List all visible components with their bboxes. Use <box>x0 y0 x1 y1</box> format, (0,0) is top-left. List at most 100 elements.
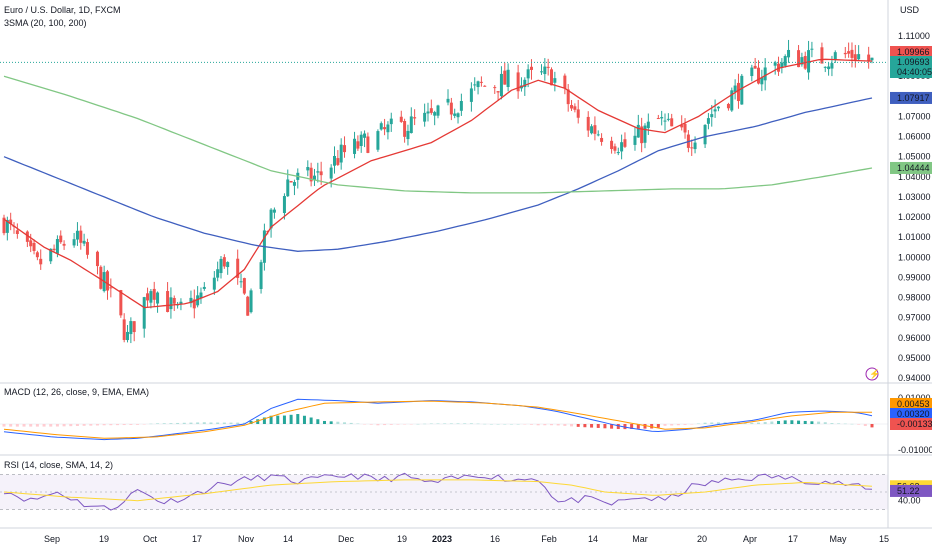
candle-body <box>476 81 480 88</box>
candle-body <box>239 281 243 283</box>
candle-body <box>72 239 76 246</box>
macd-histogram-bar <box>690 424 694 425</box>
candle-body <box>292 182 296 186</box>
candle-body <box>339 144 343 163</box>
candle-body <box>810 48 814 50</box>
candle-body <box>563 75 567 89</box>
candle-body <box>429 108 433 113</box>
price-tick-label: 1.02000 <box>898 212 931 222</box>
candle-body <box>249 290 253 313</box>
macd-histogram-bar <box>35 424 39 427</box>
time-tick-label: Feb <box>541 534 557 544</box>
candle-body <box>122 319 126 340</box>
candle-body <box>783 56 787 66</box>
candle-body <box>306 167 310 171</box>
candle-body <box>693 142 697 150</box>
rsi-pane[interactable] <box>0 472 888 511</box>
sma-legend: 3SMA (20, 100, 200) <box>4 18 87 28</box>
candle-body <box>847 51 851 54</box>
candle-body <box>172 297 176 304</box>
candle-body <box>656 118 660 120</box>
price-tick-label: 1.00000 <box>898 252 931 262</box>
macd-histogram-bar <box>156 423 160 424</box>
price-tick-label: 0.94000 <box>898 373 931 383</box>
candle-body <box>613 146 617 151</box>
macd-histogram-bar <box>556 424 560 426</box>
candle-body <box>55 239 59 254</box>
time-tick-label: Dec <box>338 534 355 544</box>
macd-histogram-bar <box>423 423 427 425</box>
candle-body <box>189 297 193 304</box>
candle-body <box>600 137 604 142</box>
candle-body <box>379 123 383 130</box>
candle-body <box>479 81 483 83</box>
candle-body <box>623 139 627 147</box>
candle-body <box>633 135 637 145</box>
candle-body <box>666 118 670 120</box>
candle-body <box>376 131 380 150</box>
candle-body <box>216 269 220 278</box>
candle-body <box>640 126 644 144</box>
candle-body <box>499 73 503 97</box>
candle-body <box>853 54 857 61</box>
rsi-line <box>3 472 873 511</box>
candle-body <box>506 69 510 87</box>
candle-body <box>196 295 200 306</box>
macd-histogram-bar <box>2 424 6 427</box>
time-tick-label: Sep <box>44 534 60 544</box>
candle-body <box>716 106 720 109</box>
candle-body <box>663 120 667 122</box>
candle-body <box>620 142 624 152</box>
candle-body <box>800 57 804 65</box>
macd-tick-label: -0.01000 <box>898 445 932 455</box>
price-pane[interactable] <box>0 39 888 344</box>
macd-pane[interactable] <box>0 398 888 441</box>
candle-body <box>156 292 160 304</box>
candle-body <box>353 138 357 154</box>
candle-body <box>333 155 337 166</box>
macd-histogram-bar <box>810 421 814 424</box>
macd-histogram-bar <box>857 424 861 425</box>
macd-histogram-bar <box>29 424 33 427</box>
candle-body <box>543 66 547 75</box>
time-tick-label: 19 <box>99 534 109 544</box>
candle-body <box>29 240 33 247</box>
candle-body <box>105 271 109 291</box>
candle-body <box>329 167 333 179</box>
macd-histogram-bar <box>383 424 387 426</box>
macd-hist-badge: -0.00133 <box>897 419 932 429</box>
candle-body <box>590 126 594 134</box>
candle-body <box>736 82 740 102</box>
macd-histogram-bar <box>55 424 59 427</box>
candle-body <box>126 331 130 341</box>
macd-histogram-bar <box>209 422 213 424</box>
macd-histogram-bar <box>509 424 513 425</box>
macd-histogram-bar <box>42 424 46 427</box>
macd-histogram-bar <box>496 424 500 425</box>
candle-body <box>166 291 170 312</box>
macd-histogram-bar <box>529 424 533 425</box>
macd-histogram-bar <box>162 423 166 424</box>
macd-histogram-bar <box>136 424 140 425</box>
macd-histogram-bar <box>563 424 567 426</box>
candle-body <box>456 113 460 118</box>
time-tick-label: Nov <box>238 534 255 544</box>
macd-histogram-bar <box>610 424 614 429</box>
candle-body <box>433 112 437 116</box>
time-tick-label: Mar <box>632 534 648 544</box>
macd-histogram-bar <box>850 423 854 425</box>
candle-body <box>516 72 520 92</box>
candle-body <box>142 297 146 329</box>
candle-body <box>730 90 734 111</box>
macd-histogram-bar <box>409 424 413 425</box>
candle-body <box>282 196 286 214</box>
macd-histogram-bar <box>543 424 547 426</box>
candle-body <box>129 321 133 335</box>
macd-histogram-bar <box>770 421 774 424</box>
candle-body <box>5 219 9 233</box>
macd-histogram-bar <box>343 422 347 424</box>
candle-body <box>319 171 323 176</box>
candle-body <box>503 70 507 85</box>
macd-histogram-bar <box>176 422 180 424</box>
